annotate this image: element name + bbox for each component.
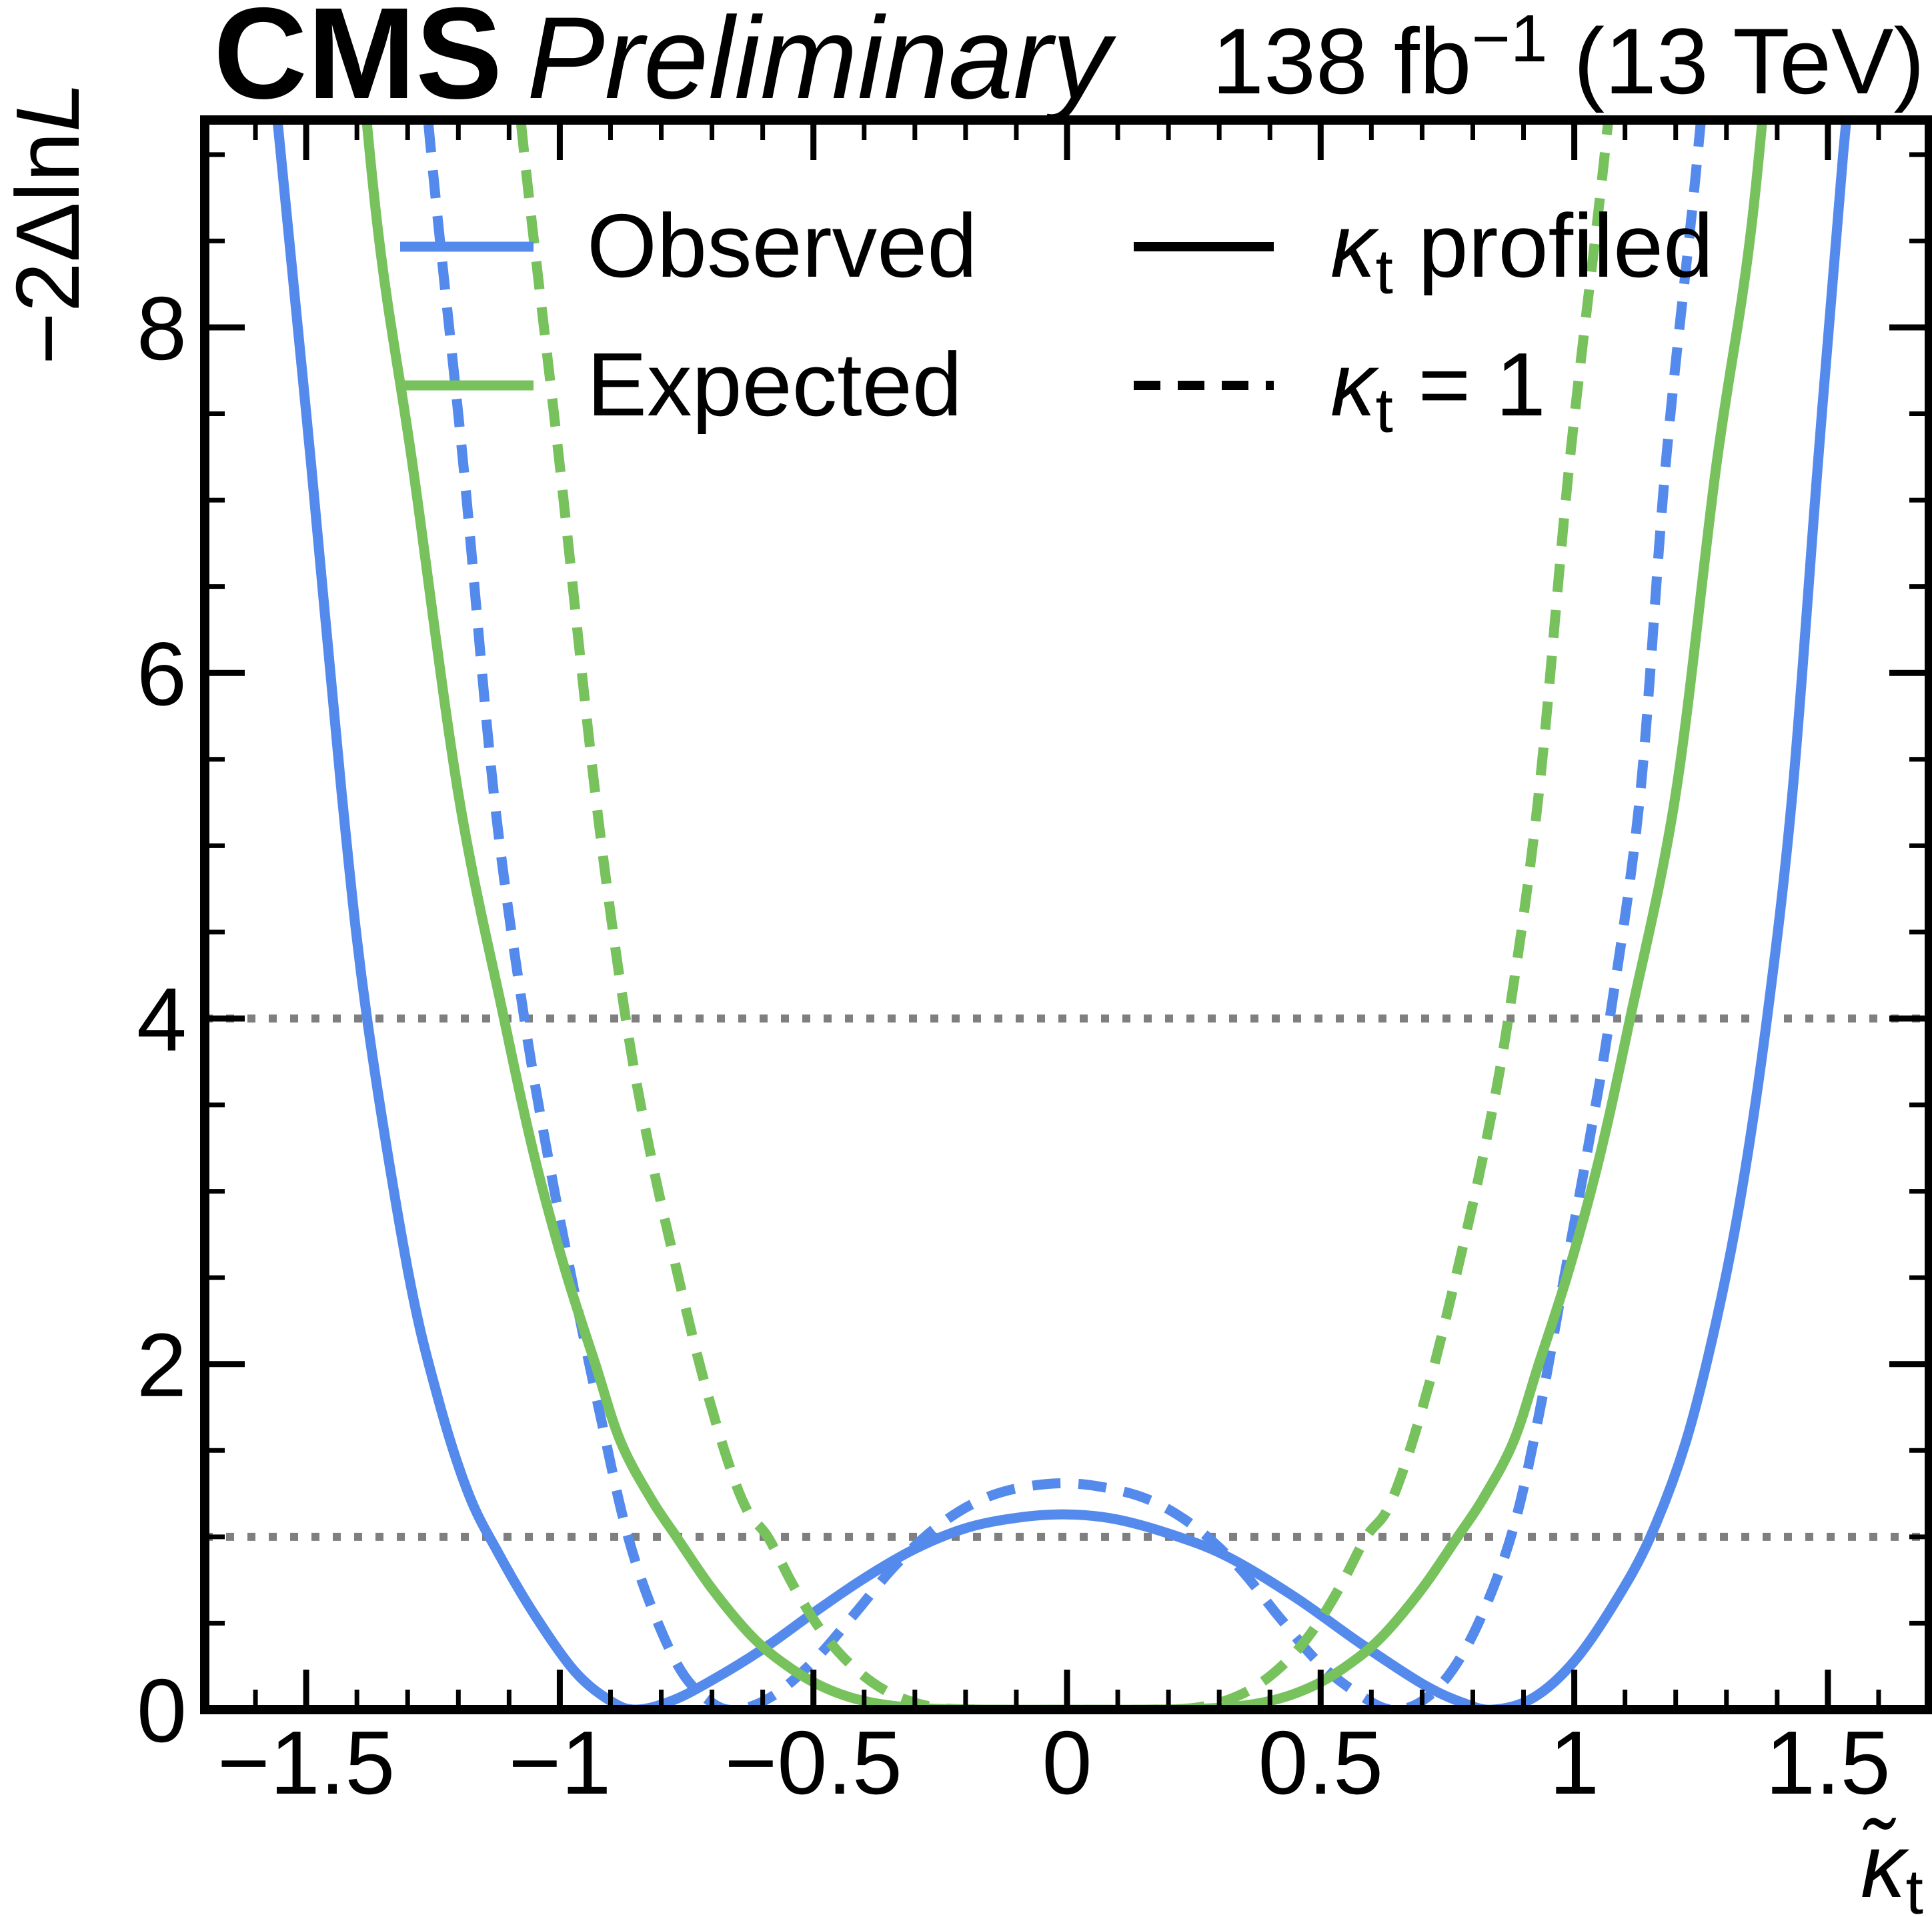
x-tick-label--1.5: −1.5 [217,1712,395,1813]
cms-label: CMS [213,0,502,126]
legend-kt1-kappa: κ [1330,334,1380,435]
legend-expected-label: Expected [587,334,962,435]
preliminary-label: Preliminary [527,0,1117,123]
x-axis-title: κ̃t [1861,1816,1923,1917]
y-tick-label-8: 8 [137,278,187,379]
y-tick-label-2: 2 [137,1315,187,1416]
legend-kt1-rest: = 1 [1393,334,1546,435]
curve-expected-kappa-t-profiled [361,120,1768,1710]
x-tick-label-0: 0 [1042,1712,1092,1813]
legend-profiled-label: κt profiled [1330,195,1713,307]
lumi-superscript: −1 [1472,1,1548,76]
likelihood-curves [272,120,1851,1710]
curve-expected-kappa-t-1 [516,120,1614,1710]
axis-tick-labels: −1.5 −1 −0.5 0 0.5 1 1.5 0 2 4 6 8 [137,278,1891,1813]
legend-profiled-rest: profiled [1393,195,1713,296]
x-tick-label--0.5: −0.5 [724,1712,902,1813]
y-title-italic-L: L [0,82,98,132]
legend-kt1-sub: t [1376,375,1393,446]
luminosity-label: 138 fb−1 (13 TeV) [1212,1,1925,113]
legend-profiled-sub: t [1376,237,1393,307]
legend-kt1-label: κt = 1 [1330,334,1546,446]
plot-frame [200,115,1932,1714]
legend-observed-label: Observed [587,195,977,296]
y-tick-label-4: 4 [137,969,187,1070]
y-axis-title: −2ΔlnL [0,82,98,365]
y-tick-label-0: 0 [137,1660,187,1761]
curve-observed-kappa-t-profiled [272,120,1851,1710]
x-title-subscript-t: t [1906,1857,1923,1917]
x-tick-label--1: −1 [508,1712,611,1813]
x-tick-label-0.5: 0.5 [1258,1712,1383,1813]
y-title-main: −2Δln [0,132,98,365]
x-tick-label-1.5: 1.5 [1765,1712,1891,1813]
lumi-rest: (13 TeV) [1548,9,1925,113]
y-tick-label-6: 6 [137,623,187,724]
legend-profiled-kappa: κ [1330,195,1380,296]
reference-dotted-lines [205,1014,1929,1541]
legend: Observed Expected κt profiled κt = 1 [400,195,1713,446]
lumi-main: 138 fb [1212,9,1471,113]
x-title-kappa-tilde: κ̃ [1861,1816,1910,1916]
x-tick-label-1: 1 [1549,1712,1599,1813]
